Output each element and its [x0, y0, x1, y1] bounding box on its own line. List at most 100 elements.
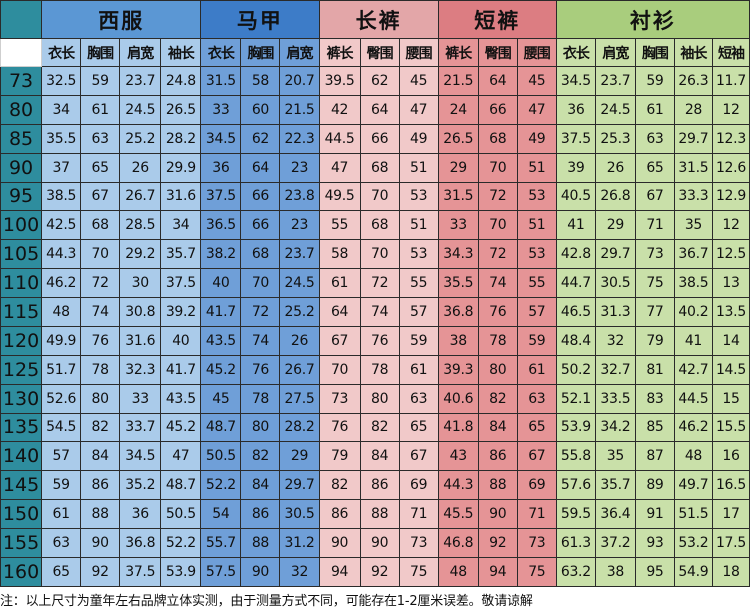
measurement-cell: 79: [318, 441, 361, 472]
size-rows: 73 32.5 59 23.7 24.8 31.5 58 20.7 39.5 62 45 21.5 64…: [0, 66, 750, 588]
measurement-cell: 38.5: [673, 268, 713, 298]
measurement-cell: 29.9: [160, 152, 202, 183]
measurement-cell: 70: [477, 210, 518, 241]
measurement-cell: 46.2: [673, 412, 713, 443]
size-row: 150 61 88 36 50.5 54 86 30.5 86 88 71 45.5 90 71 59.5 3…: [0, 499, 750, 529]
measurement-cell: 13.5: [711, 297, 750, 327]
column-header: 胸围: [240, 38, 281, 67]
measurement-cell: 24: [437, 94, 479, 125]
measurement-cell: 37.5: [200, 181, 242, 212]
measurement-cell: 37.5: [160, 268, 202, 298]
measurement-cell: 67: [634, 181, 675, 212]
measurement-cell: 43.5: [160, 383, 202, 414]
measurement-cell: 24.5: [119, 94, 162, 125]
measurement-cell: 37.2: [594, 528, 636, 558]
measurement-cell: 30: [119, 268, 162, 298]
measurement-cell: 54: [200, 499, 242, 529]
measurement-cell: 71: [516, 499, 557, 529]
height-cell: 135: [0, 412, 43, 443]
measurement-cell: 35.7: [594, 470, 636, 501]
measurement-cell: 29: [594, 210, 636, 241]
measurement-cell: 70: [240, 268, 281, 298]
measurement-cell: 16.5: [711, 470, 750, 501]
measurement-cell: 62: [240, 123, 281, 154]
measurement-cell: 67: [80, 181, 121, 212]
measurement-cell: 72: [359, 268, 400, 298]
column-header: 衣长: [555, 38, 596, 67]
measurement-cell: 78: [80, 354, 121, 385]
measurement-cell: 76: [359, 325, 400, 356]
measurement-cell: 45: [516, 66, 557, 96]
measurement-cell: 12.3: [711, 123, 750, 154]
size-row: 120 49.9 76 31.6 40 43.5 74 26 67 76 59 38 78 59 48.4 3…: [0, 325, 750, 356]
measurement-cell: 64: [477, 66, 518, 96]
size-row: 80 34 61 24.5 26.5 33 60 21.5 42 64 47 24 66 47 36 24.5…: [0, 94, 750, 125]
measurement-cell: 61.3: [555, 528, 596, 558]
measurement-cell: 55.8: [555, 441, 596, 472]
measurement-cell: 11.7: [711, 66, 750, 96]
size-row: 145 59 86 35.2 48.7 52.2 84 29.7 82 86 69 44.3 88 69 5…: [0, 470, 750, 501]
measurement-cell: 12: [711, 210, 750, 241]
measurement-cell: 22.3: [279, 123, 320, 154]
column-header: 胸围: [634, 38, 675, 67]
measurement-cell: 43.5: [200, 325, 242, 356]
column-header: 腰围: [398, 38, 439, 67]
measurement-cell: 41: [673, 325, 713, 356]
measurement-cell: 80: [359, 383, 400, 414]
measurement-cell: 26.8: [594, 181, 636, 212]
measurement-cell: 24.8: [160, 66, 202, 96]
measurement-cell: 36.8: [119, 528, 162, 558]
measurement-cell: 46.8: [437, 528, 479, 558]
height-cell: 130: [0, 383, 43, 414]
measurement-cell: 49.9: [41, 325, 82, 356]
measurement-cell: 61: [80, 94, 121, 125]
measurement-cell: 48.7: [200, 412, 242, 443]
measurement-cell: 31.3: [594, 297, 636, 327]
measurement-cell: 29.7: [594, 239, 636, 270]
measurement-cell: 32.3: [119, 354, 162, 385]
measurement-cell: 39: [555, 152, 596, 183]
height-cell: 80: [0, 94, 43, 125]
measurement-cell: 18: [711, 556, 750, 588]
measurement-cell: 59: [80, 66, 121, 96]
measurement-cell: 79: [634, 325, 675, 356]
measurement-cell: 55: [516, 268, 557, 298]
measurement-cell: 31.5: [200, 66, 242, 96]
measurement-cell: 30.5: [279, 499, 320, 529]
measurement-cell: 15: [711, 383, 750, 414]
measurement-cell: 91: [634, 499, 675, 529]
measurement-cell: 48: [41, 297, 82, 327]
measurement-cell: 29.7: [279, 470, 320, 501]
measurement-cell: 37: [41, 152, 82, 183]
measurement-cell: 40: [160, 325, 202, 356]
measurement-cell: 90: [318, 528, 361, 558]
measurement-cell: 68: [359, 210, 400, 241]
measurement-cell: 49: [398, 123, 439, 154]
height-cell: 120: [0, 325, 43, 356]
measurement-cell: 88: [359, 499, 400, 529]
measurement-cell: 30.5: [594, 268, 636, 298]
measurement-cell: 84: [359, 441, 400, 472]
measurement-cell: 86: [359, 470, 400, 501]
measurement-cell: 34.5: [200, 123, 242, 154]
height-cell: 105: [0, 239, 43, 270]
measurement-cell: 69: [398, 470, 439, 501]
measurement-cell: 38.2: [200, 239, 242, 270]
measurement-cell: 55: [398, 268, 439, 298]
measurement-cell: 51: [516, 210, 557, 241]
measurement-cell: 73: [398, 528, 439, 558]
measurement-cell: 82: [240, 441, 281, 472]
size-row: 155 63 90 36.8 52.2 55.7 88 31.2 90 90 73 46.8 92 73 6…: [0, 528, 750, 558]
measurement-cell: 76: [318, 412, 361, 443]
size-row: 100 42.5 68 28.5 34 36.5 66 23 55 68 51 33 70 51 41 29 7…: [0, 210, 750, 241]
measurement-cell: 88: [477, 470, 518, 501]
measurement-cell: 59: [41, 470, 82, 501]
measurement-cell: 68: [80, 210, 121, 241]
measurement-cell: 38.5: [41, 181, 82, 212]
measurement-cell: 69: [516, 470, 557, 501]
measurement-cell: 48.4: [555, 325, 596, 356]
measurement-cell: 67: [398, 441, 439, 472]
measurement-cell: 78: [240, 383, 281, 414]
measurement-cell: 80: [240, 412, 281, 443]
measurement-cell: 40.5: [555, 181, 596, 212]
